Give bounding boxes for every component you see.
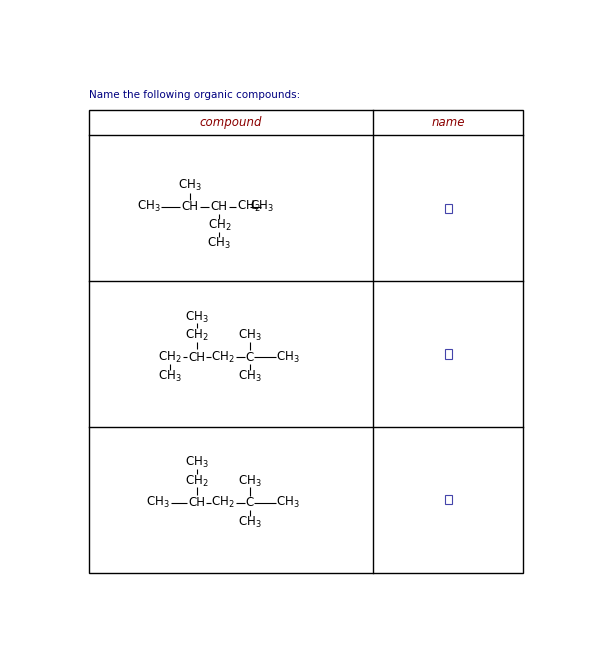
Text: CH$_2$: CH$_2$ <box>237 199 260 214</box>
Bar <box>445 495 452 504</box>
Bar <box>445 204 452 213</box>
Text: CH$_3$: CH$_3$ <box>276 495 300 510</box>
Text: CH: CH <box>181 200 198 213</box>
Text: CH$_3$: CH$_3$ <box>137 199 161 214</box>
Text: CH: CH <box>211 200 228 213</box>
Text: CH$_2$: CH$_2$ <box>185 328 208 343</box>
Text: CH$_3$: CH$_3$ <box>185 455 208 471</box>
Text: Name the following organic compounds:: Name the following organic compounds: <box>88 90 300 101</box>
Text: CH$_3$: CH$_3$ <box>276 350 300 365</box>
Text: CH$_3$: CH$_3$ <box>238 328 261 343</box>
Text: CH$_2$: CH$_2$ <box>211 350 235 365</box>
Text: CH$_3$: CH$_3$ <box>250 199 274 214</box>
Text: CH$_2$: CH$_2$ <box>158 350 182 365</box>
Text: name: name <box>432 116 465 129</box>
Text: CH$_2$: CH$_2$ <box>211 495 235 510</box>
Text: CH$_3$: CH$_3$ <box>238 515 261 530</box>
Text: CH$_2$: CH$_2$ <box>185 474 208 489</box>
Text: CH$_3$: CH$_3$ <box>185 310 208 324</box>
Text: C: C <box>245 496 254 509</box>
Text: CH$_3$: CH$_3$ <box>208 236 231 251</box>
Text: CH$_3$: CH$_3$ <box>146 495 170 510</box>
Text: CH$_2$: CH$_2$ <box>208 218 231 234</box>
Text: CH$_3$: CH$_3$ <box>238 474 261 489</box>
Text: CH: CH <box>188 350 205 363</box>
Text: CH: CH <box>188 496 205 509</box>
Text: C: C <box>245 350 254 363</box>
Text: CH$_3$: CH$_3$ <box>178 178 202 193</box>
Text: compound: compound <box>199 116 262 129</box>
Text: CH$_3$: CH$_3$ <box>158 369 182 384</box>
Bar <box>445 349 452 359</box>
Text: CH$_3$: CH$_3$ <box>238 369 261 384</box>
